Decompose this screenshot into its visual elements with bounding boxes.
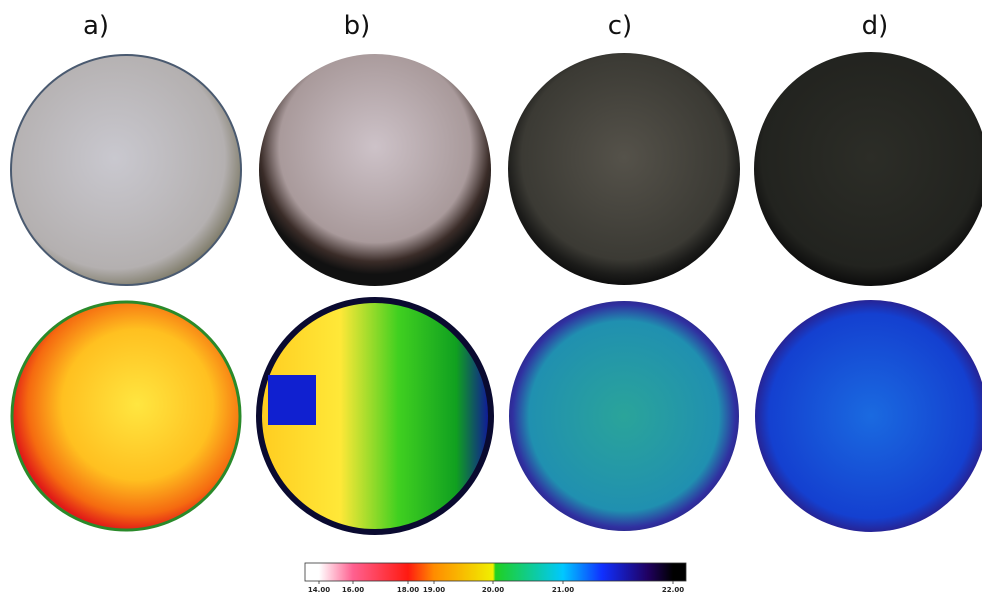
tick-label: 21.00 — [552, 586, 574, 594]
sky-image — [754, 52, 982, 286]
tick-label: 20.00 — [482, 586, 504, 594]
tick-label: 22.00 — [662, 586, 684, 594]
panel-label: d) — [862, 11, 889, 41]
false-color-map — [12, 302, 240, 530]
panel-label: b) — [344, 11, 371, 41]
panel-label: a) — [83, 11, 109, 41]
colorbar-ticks: 14.00 16.00 18.00 19.00 20.00 21.00 22.00 — [308, 581, 684, 594]
tick-label: 14.00 — [308, 586, 330, 594]
building — [268, 375, 316, 425]
false-color-map — [755, 300, 982, 532]
sky-image — [508, 53, 740, 285]
tick-label: 16.00 — [342, 586, 364, 594]
panel-label: c) — [608, 11, 632, 41]
panel-labels: a) b) c) d) — [83, 11, 888, 41]
sky-image — [11, 55, 241, 285]
sky-image — [259, 54, 491, 286]
images — [11, 52, 982, 532]
colorbar — [305, 563, 686, 581]
false-color-map — [509, 301, 739, 531]
tick-label: 19.00 — [423, 586, 445, 594]
tick-label: 18.00 — [397, 586, 419, 594]
figure: a) b) c) d) 14.00 16.00 18.00 19.00 20.00 21.00 2… — [0, 0, 982, 595]
